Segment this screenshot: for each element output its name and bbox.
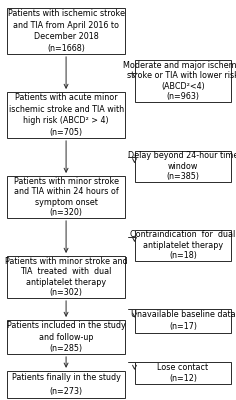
FancyBboxPatch shape	[135, 230, 231, 261]
Text: (ABCD²<4): (ABCD²<4)	[161, 82, 205, 91]
Text: stroke or TIA with lower risk: stroke or TIA with lower risk	[127, 71, 236, 80]
FancyBboxPatch shape	[135, 60, 231, 102]
Text: Delay beyond 24-hour time: Delay beyond 24-hour time	[128, 152, 236, 160]
Text: Moderate and major ischemic: Moderate and major ischemic	[123, 61, 236, 70]
Text: antiplatelet therapy: antiplatelet therapy	[26, 278, 106, 287]
FancyBboxPatch shape	[7, 176, 125, 218]
Text: ischemic stroke and TIA with: ischemic stroke and TIA with	[8, 105, 124, 114]
Text: (n=320): (n=320)	[50, 208, 83, 217]
FancyBboxPatch shape	[135, 362, 231, 384]
Text: (n=1668): (n=1668)	[47, 44, 85, 53]
FancyBboxPatch shape	[7, 256, 125, 298]
Text: (n=17): (n=17)	[169, 322, 197, 331]
Text: Patients with minor stroke: Patients with minor stroke	[14, 177, 118, 186]
FancyBboxPatch shape	[7, 92, 125, 138]
Text: and follow-up: and follow-up	[39, 332, 93, 342]
Text: (n=273): (n=273)	[50, 387, 83, 396]
Text: Patients with acute minor: Patients with acute minor	[15, 93, 117, 102]
Text: Patients with minor stroke and: Patients with minor stroke and	[5, 257, 127, 266]
Text: (n=285): (n=285)	[50, 344, 83, 353]
Text: symptom onset: symptom onset	[35, 198, 97, 207]
Text: (n=705): (n=705)	[50, 128, 83, 137]
Text: window: window	[168, 162, 198, 171]
FancyBboxPatch shape	[7, 320, 125, 354]
FancyBboxPatch shape	[7, 8, 125, 54]
Text: (n=12): (n=12)	[169, 374, 197, 383]
FancyBboxPatch shape	[7, 371, 125, 398]
Text: Patients included in the study: Patients included in the study	[7, 321, 126, 330]
FancyBboxPatch shape	[135, 151, 231, 182]
Text: December 2018: December 2018	[34, 32, 98, 41]
Text: and TIA from April 2016 to: and TIA from April 2016 to	[13, 21, 119, 30]
Text: high risk (ABCD² > 4): high risk (ABCD² > 4)	[23, 116, 109, 125]
Text: Contraindication  for  dual: Contraindication for dual	[130, 230, 236, 239]
Text: Patients with ischemic stroke: Patients with ischemic stroke	[8, 9, 125, 18]
Text: Patients finally in the study: Patients finally in the study	[12, 373, 121, 382]
Text: (n=18): (n=18)	[169, 251, 197, 260]
Text: (n=302): (n=302)	[50, 288, 83, 297]
FancyBboxPatch shape	[135, 309, 231, 333]
Text: (n=385): (n=385)	[166, 172, 199, 181]
Text: (n=963): (n=963)	[166, 92, 199, 101]
Text: and TIA within 24 hours of: and TIA within 24 hours of	[14, 187, 118, 196]
Text: TIA  treated  with  dual: TIA treated with dual	[20, 267, 112, 276]
Text: Unavailable baseline data: Unavailable baseline data	[131, 310, 235, 319]
Text: Lose contact: Lose contact	[157, 363, 208, 372]
Text: antiplatelet therapy: antiplatelet therapy	[143, 241, 223, 250]
